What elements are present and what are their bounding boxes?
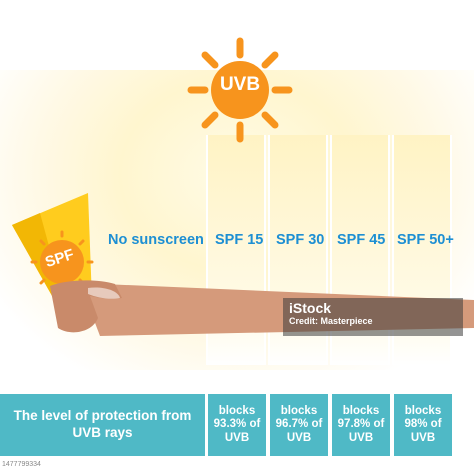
level-spf15: SPF 15: [215, 232, 264, 248]
watermark-credit: Credit: Masterpiece: [289, 316, 373, 326]
protection-title: The level of protection from UVB rays: [0, 394, 205, 456]
protection-spf45: blocks 97.8% of UVB: [332, 394, 390, 456]
protection-spf50: blocks 98% of UVB: [394, 394, 452, 456]
watermark-brand: iStock: [289, 300, 332, 316]
level-spf50: SPF 50+: [397, 232, 454, 248]
level-spf30: SPF 30: [276, 232, 325, 248]
image-id: 1477799334: [2, 461, 41, 468]
level-no-sunscreen: No sunscreen: [108, 232, 204, 248]
watermark: iStock Credit: Masterpiece: [283, 298, 463, 336]
sun-icon: [187, 37, 293, 143]
sunscreen-tube-icon: [12, 193, 94, 310]
protection-spf30: blocks 96.7% of UVB: [270, 394, 328, 456]
level-spf45: SPF 45: [337, 232, 386, 248]
protection-spf15: blocks 93.3% of UVB: [208, 394, 266, 456]
uvb-label: UVB: [219, 74, 261, 95]
